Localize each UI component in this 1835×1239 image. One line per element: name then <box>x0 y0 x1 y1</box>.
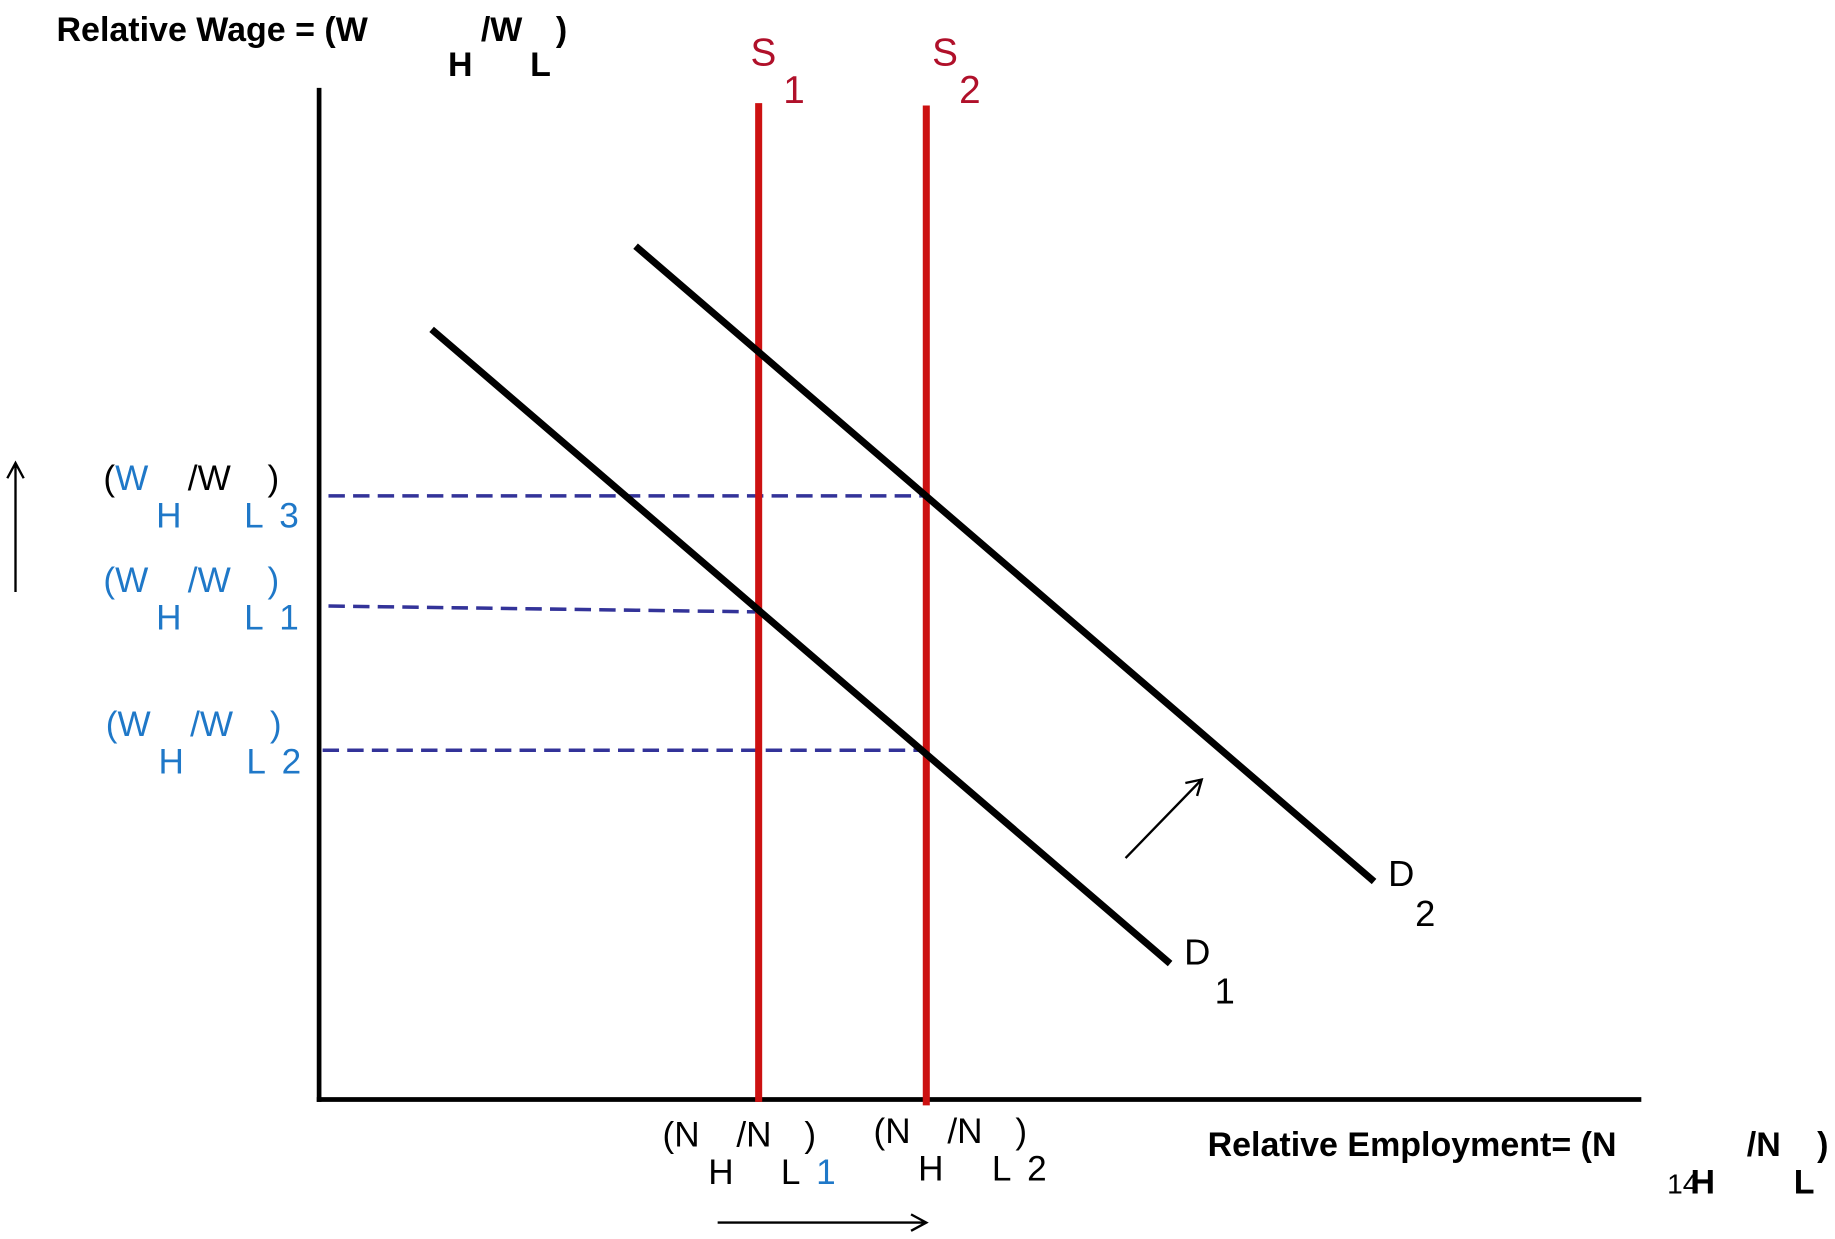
label-part: 3 <box>279 496 299 535</box>
label-part: ) <box>804 1115 816 1154</box>
y-axis-label: Relative Wage = (W H /W L ) <box>57 11 568 84</box>
wage-label: ( W H /W L ) 2 <box>106 705 301 782</box>
label-part: /W <box>481 11 523 49</box>
label-part: 2 <box>1027 1149 1047 1188</box>
label-part: L <box>781 1153 801 1192</box>
page-number: 14 <box>1667 1168 1698 1199</box>
label-sub: 1 <box>783 69 805 112</box>
label-part: ( <box>106 705 118 744</box>
label-part: W <box>115 459 149 498</box>
arrow-right <box>717 1213 929 1232</box>
label-part: /N <box>736 1115 771 1154</box>
demand-line <box>429 326 1173 967</box>
label-sub: L <box>1794 1163 1815 1201</box>
label-part: S <box>932 32 958 75</box>
label-part: L <box>244 598 264 637</box>
label-part: W <box>115 561 149 600</box>
label-part: ) <box>270 705 282 744</box>
label-part: /W <box>190 705 234 744</box>
employment-label: ( N H /N L ) 1 <box>663 1115 836 1192</box>
label-part: H <box>708 1153 733 1192</box>
supply-label: S 1 <box>750 32 804 113</box>
demand-label: D 2 <box>1388 853 1435 934</box>
label-sub: 2 <box>1415 893 1435 934</box>
label-part: H <box>918 1149 943 1188</box>
label-part: ) <box>268 561 280 600</box>
label-part: H <box>159 743 184 782</box>
label-part: ( <box>103 561 115 600</box>
label-part: N <box>885 1112 910 1151</box>
label-part: 1 <box>279 598 299 637</box>
label-part: H <box>156 598 181 637</box>
label-part: D <box>1388 853 1414 894</box>
label-part: S <box>750 32 776 75</box>
dashed-levels <box>322 494 927 752</box>
label-part: ) <box>556 11 567 49</box>
label-part: ( <box>663 1115 675 1154</box>
employment-labels: ( N H /N L ) 1 ( N H /N L ) 2 <box>663 1112 1047 1192</box>
label-part: Relative Employment= (N <box>1208 1126 1617 1164</box>
arrow-diagonal <box>1124 777 1204 859</box>
label-part: D <box>1184 932 1210 973</box>
supply-label: S 2 <box>932 32 980 113</box>
label-part: ( <box>103 459 115 498</box>
supply-lines <box>755 103 930 1106</box>
label-part: ) <box>1015 1112 1027 1151</box>
label-part: 2 <box>282 743 302 782</box>
x-axis-label: Relative Employment= (N H /N L ) <box>1208 1126 1829 1202</box>
label-part: L <box>244 496 264 535</box>
demand-line <box>633 243 1377 885</box>
demand-lines <box>429 243 1377 967</box>
label-part: H <box>156 496 181 535</box>
label-part: ) <box>1817 1126 1828 1164</box>
label-part: /N <box>1747 1126 1781 1164</box>
label-part: W <box>117 705 151 744</box>
label-part: Relative Wage = (W <box>57 11 369 49</box>
label-sub: H <box>448 46 473 84</box>
label-part: /W <box>188 459 232 498</box>
label-part: ) <box>268 459 280 498</box>
arrows <box>6 460 1204 1232</box>
axes <box>316 87 1642 1102</box>
label-part: 1 <box>816 1153 836 1192</box>
wage-label: ( W H /W L ) 1 <box>103 561 298 638</box>
label-part: L <box>246 743 266 782</box>
dashed-line <box>328 604 757 614</box>
arrow-up <box>6 460 25 592</box>
employment-label: ( N H /N L ) 2 <box>874 1112 1047 1189</box>
label-part: /N <box>947 1112 982 1151</box>
label-sub: H <box>1691 1163 1716 1201</box>
label-part: N <box>674 1115 699 1154</box>
label-part: ( <box>874 1112 886 1151</box>
label-part: /W <box>188 561 232 600</box>
demand-label: D 1 <box>1184 932 1235 1012</box>
wage-labels: ( W H /W L ) 3 ( W H /W L ) 1 ( W H /W L… <box>103 459 301 782</box>
label-sub: 2 <box>959 69 981 112</box>
label-sub: L <box>530 46 551 84</box>
wage-label: ( W H /W L ) 3 <box>103 459 298 536</box>
label-sub: 1 <box>1215 970 1235 1011</box>
label-part: L <box>992 1149 1012 1188</box>
